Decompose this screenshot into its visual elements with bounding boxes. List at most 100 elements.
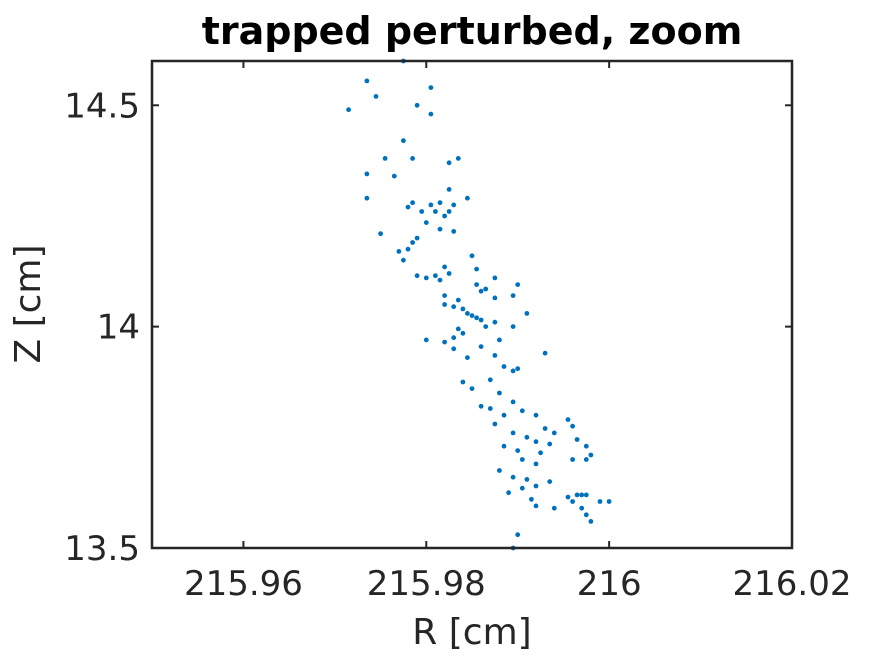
data-point	[533, 461, 539, 467]
data-point	[483, 286, 489, 292]
data-point	[565, 494, 571, 500]
data-point	[588, 519, 594, 524]
data-point	[433, 209, 438, 214]
data-point	[579, 492, 585, 498]
data-point	[451, 229, 457, 234]
data-point	[574, 492, 580, 498]
y-tick-label: 13.5	[64, 529, 140, 569]
data-point	[533, 439, 539, 445]
data-point	[364, 78, 370, 84]
data-point	[442, 213, 447, 219]
data-point	[547, 441, 553, 447]
data-point	[492, 421, 498, 427]
data-point	[497, 390, 502, 396]
data-point	[597, 499, 603, 504]
data-point	[519, 485, 525, 491]
data-point	[579, 505, 585, 511]
data-point	[501, 364, 507, 369]
data-point	[455, 156, 461, 161]
data-point	[483, 324, 489, 329]
data-point	[364, 171, 370, 177]
data-point	[515, 366, 521, 372]
data-point	[437, 200, 443, 206]
y-tick-label: 14.5	[64, 86, 140, 126]
x-axis-label: R [cm]	[412, 612, 531, 653]
data-point	[606, 499, 612, 504]
data-point	[492, 275, 498, 281]
data-point	[437, 226, 443, 232]
data-point	[460, 379, 466, 385]
data-point	[492, 295, 498, 301]
data-point	[423, 337, 429, 343]
data-point	[510, 399, 516, 405]
data-point	[433, 273, 438, 279]
data-point	[497, 337, 502, 343]
data-point	[583, 512, 589, 518]
x-tick-label: 215.96	[184, 564, 303, 604]
data-point	[524, 434, 530, 440]
data-point	[455, 326, 461, 332]
plot-frame	[150, 59, 794, 550]
y-axis-label: Z [cm]	[8, 244, 49, 363]
data-point	[529, 496, 534, 502]
data-point	[565, 417, 571, 422]
data-point	[583, 457, 589, 462]
data-point	[423, 275, 429, 281]
data-point	[469, 253, 475, 259]
data-point	[501, 443, 507, 449]
data-point	[396, 249, 402, 254]
data-point	[391, 173, 397, 179]
x-axis: 215.96 215.98 216 216.02	[184, 61, 852, 604]
data-point	[506, 490, 511, 496]
x-tick-label: 216	[577, 564, 642, 604]
y-tick-label: 14	[97, 308, 140, 348]
data-point	[524, 477, 530, 482]
data-point	[570, 423, 575, 429]
data-point	[524, 311, 530, 316]
data-point	[501, 412, 507, 418]
data-point	[364, 195, 370, 201]
data-point	[583, 492, 589, 498]
data-point	[510, 324, 516, 329]
data-point	[428, 85, 434, 90]
data-point	[492, 319, 498, 325]
data-point	[533, 483, 539, 489]
chart-title: trapped perturbed, zoom	[202, 9, 743, 53]
data-point	[442, 339, 447, 345]
data-point	[451, 304, 457, 310]
data-point	[478, 403, 484, 409]
data-point	[346, 107, 351, 113]
data-point	[492, 353, 498, 358]
data-point	[519, 457, 525, 462]
data-point	[469, 386, 475, 391]
data-point	[442, 302, 447, 307]
data-point	[538, 450, 543, 456]
data-point	[478, 288, 484, 294]
data-point	[478, 317, 484, 323]
data-point	[442, 293, 447, 298]
data-point	[451, 335, 457, 341]
data-point	[533, 412, 539, 418]
data-point	[487, 377, 493, 383]
x-tick-label: 216.02	[733, 564, 852, 604]
data-point	[437, 277, 443, 283]
data-point	[428, 202, 434, 208]
data-point	[451, 202, 457, 208]
y-axis: 13.5 14 14.5	[64, 86, 792, 569]
points-layer	[346, 58, 612, 551]
data-point	[414, 102, 420, 108]
data-point	[460, 330, 466, 336]
data-point	[547, 479, 553, 484]
data-point	[542, 350, 548, 356]
data-point	[510, 368, 516, 374]
data-point	[510, 293, 516, 298]
data-point	[373, 94, 379, 99]
data-point	[465, 195, 470, 201]
data-point	[401, 138, 406, 144]
data-point	[515, 282, 521, 287]
data-point	[510, 430, 516, 436]
data-point	[583, 443, 589, 449]
data-point	[414, 235, 420, 241]
data-point	[405, 204, 411, 210]
